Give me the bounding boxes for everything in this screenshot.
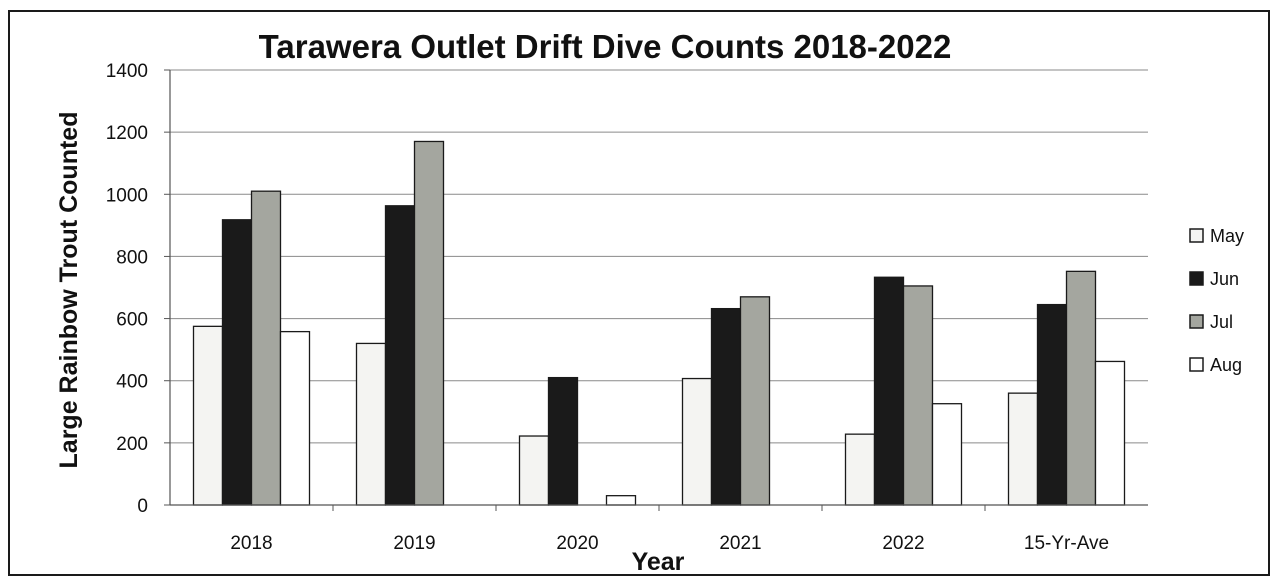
bar-jun-2021 [710,307,742,506]
bar-may-15-yr-ave [1007,392,1039,506]
y-tick-label: 1400 [106,61,148,82]
legend-swatch-may [1189,228,1204,243]
x-tick-label: 2020 [556,533,598,554]
legend-swatch-jul [1189,314,1204,329]
y-tick-label: 600 [116,310,148,331]
x-tick-label: 2019 [393,533,435,554]
y-tick-label: 200 [116,434,148,455]
legend-label-aug: Aug [1210,355,1242,375]
legend-label-may: May [1210,226,1244,246]
legend-swatch-aug [1189,357,1204,372]
bar-jul-2018 [250,190,282,506]
chart-title: Tarawera Outlet Drift Dive Counts 2018-2… [259,28,952,65]
bar-aug-2022 [931,403,963,506]
axes [164,69,1148,511]
x-tick-label: 2021 [719,533,761,554]
bar-jun-2020 [547,376,579,506]
bar-jun-2018 [221,219,253,506]
y-tick-labels: 0 200 400 600 800 1000 1200 1400 [106,61,148,517]
legend-swatch-jun [1189,271,1204,286]
y-axis-title: Large Rainbow Trout Counted [55,112,83,469]
y-tick-label: 400 [116,372,148,393]
bar-jun-2022 [873,276,905,506]
bar-may-2019 [355,342,387,506]
y-tick-label: 1000 [106,185,148,206]
bar-jul-15-yr-ave [1065,270,1097,506]
bar-jul-2019 [413,140,445,506]
bar-jun-2019 [384,205,416,506]
bars [192,140,1126,506]
x-tick-label: 2018 [230,533,272,554]
y-tick-label: 0 [137,496,148,517]
legend: May Jun Jul Aug [1189,226,1244,375]
y-tick-label: 1200 [106,123,148,144]
gridlines [170,69,1148,444]
legend-label-jun: Jun [1210,269,1239,289]
bar-may-2020 [518,435,550,506]
x-tick-label: 15-Yr-Ave [1024,533,1109,554]
x-tick-label: 2022 [882,533,924,554]
bar-may-2021 [681,377,713,506]
bar-jul-2021 [739,296,771,506]
y-tick-label: 800 [116,247,148,268]
x-tick-labels: 2018 2019 2020 2021 2022 15-Yr-Ave [230,533,1109,554]
bar-may-2022 [844,433,876,506]
bar-aug-2020 [605,495,637,506]
legend-label-jul: Jul [1210,312,1233,332]
bar-jun-15-yr-ave [1036,303,1068,506]
bar-aug-15-yr-ave [1094,360,1126,506]
x-axis-title: Year [632,548,685,576]
bar-may-2018 [192,325,224,506]
bar-aug-2018 [279,330,311,506]
bar-jul-2022 [902,285,934,506]
